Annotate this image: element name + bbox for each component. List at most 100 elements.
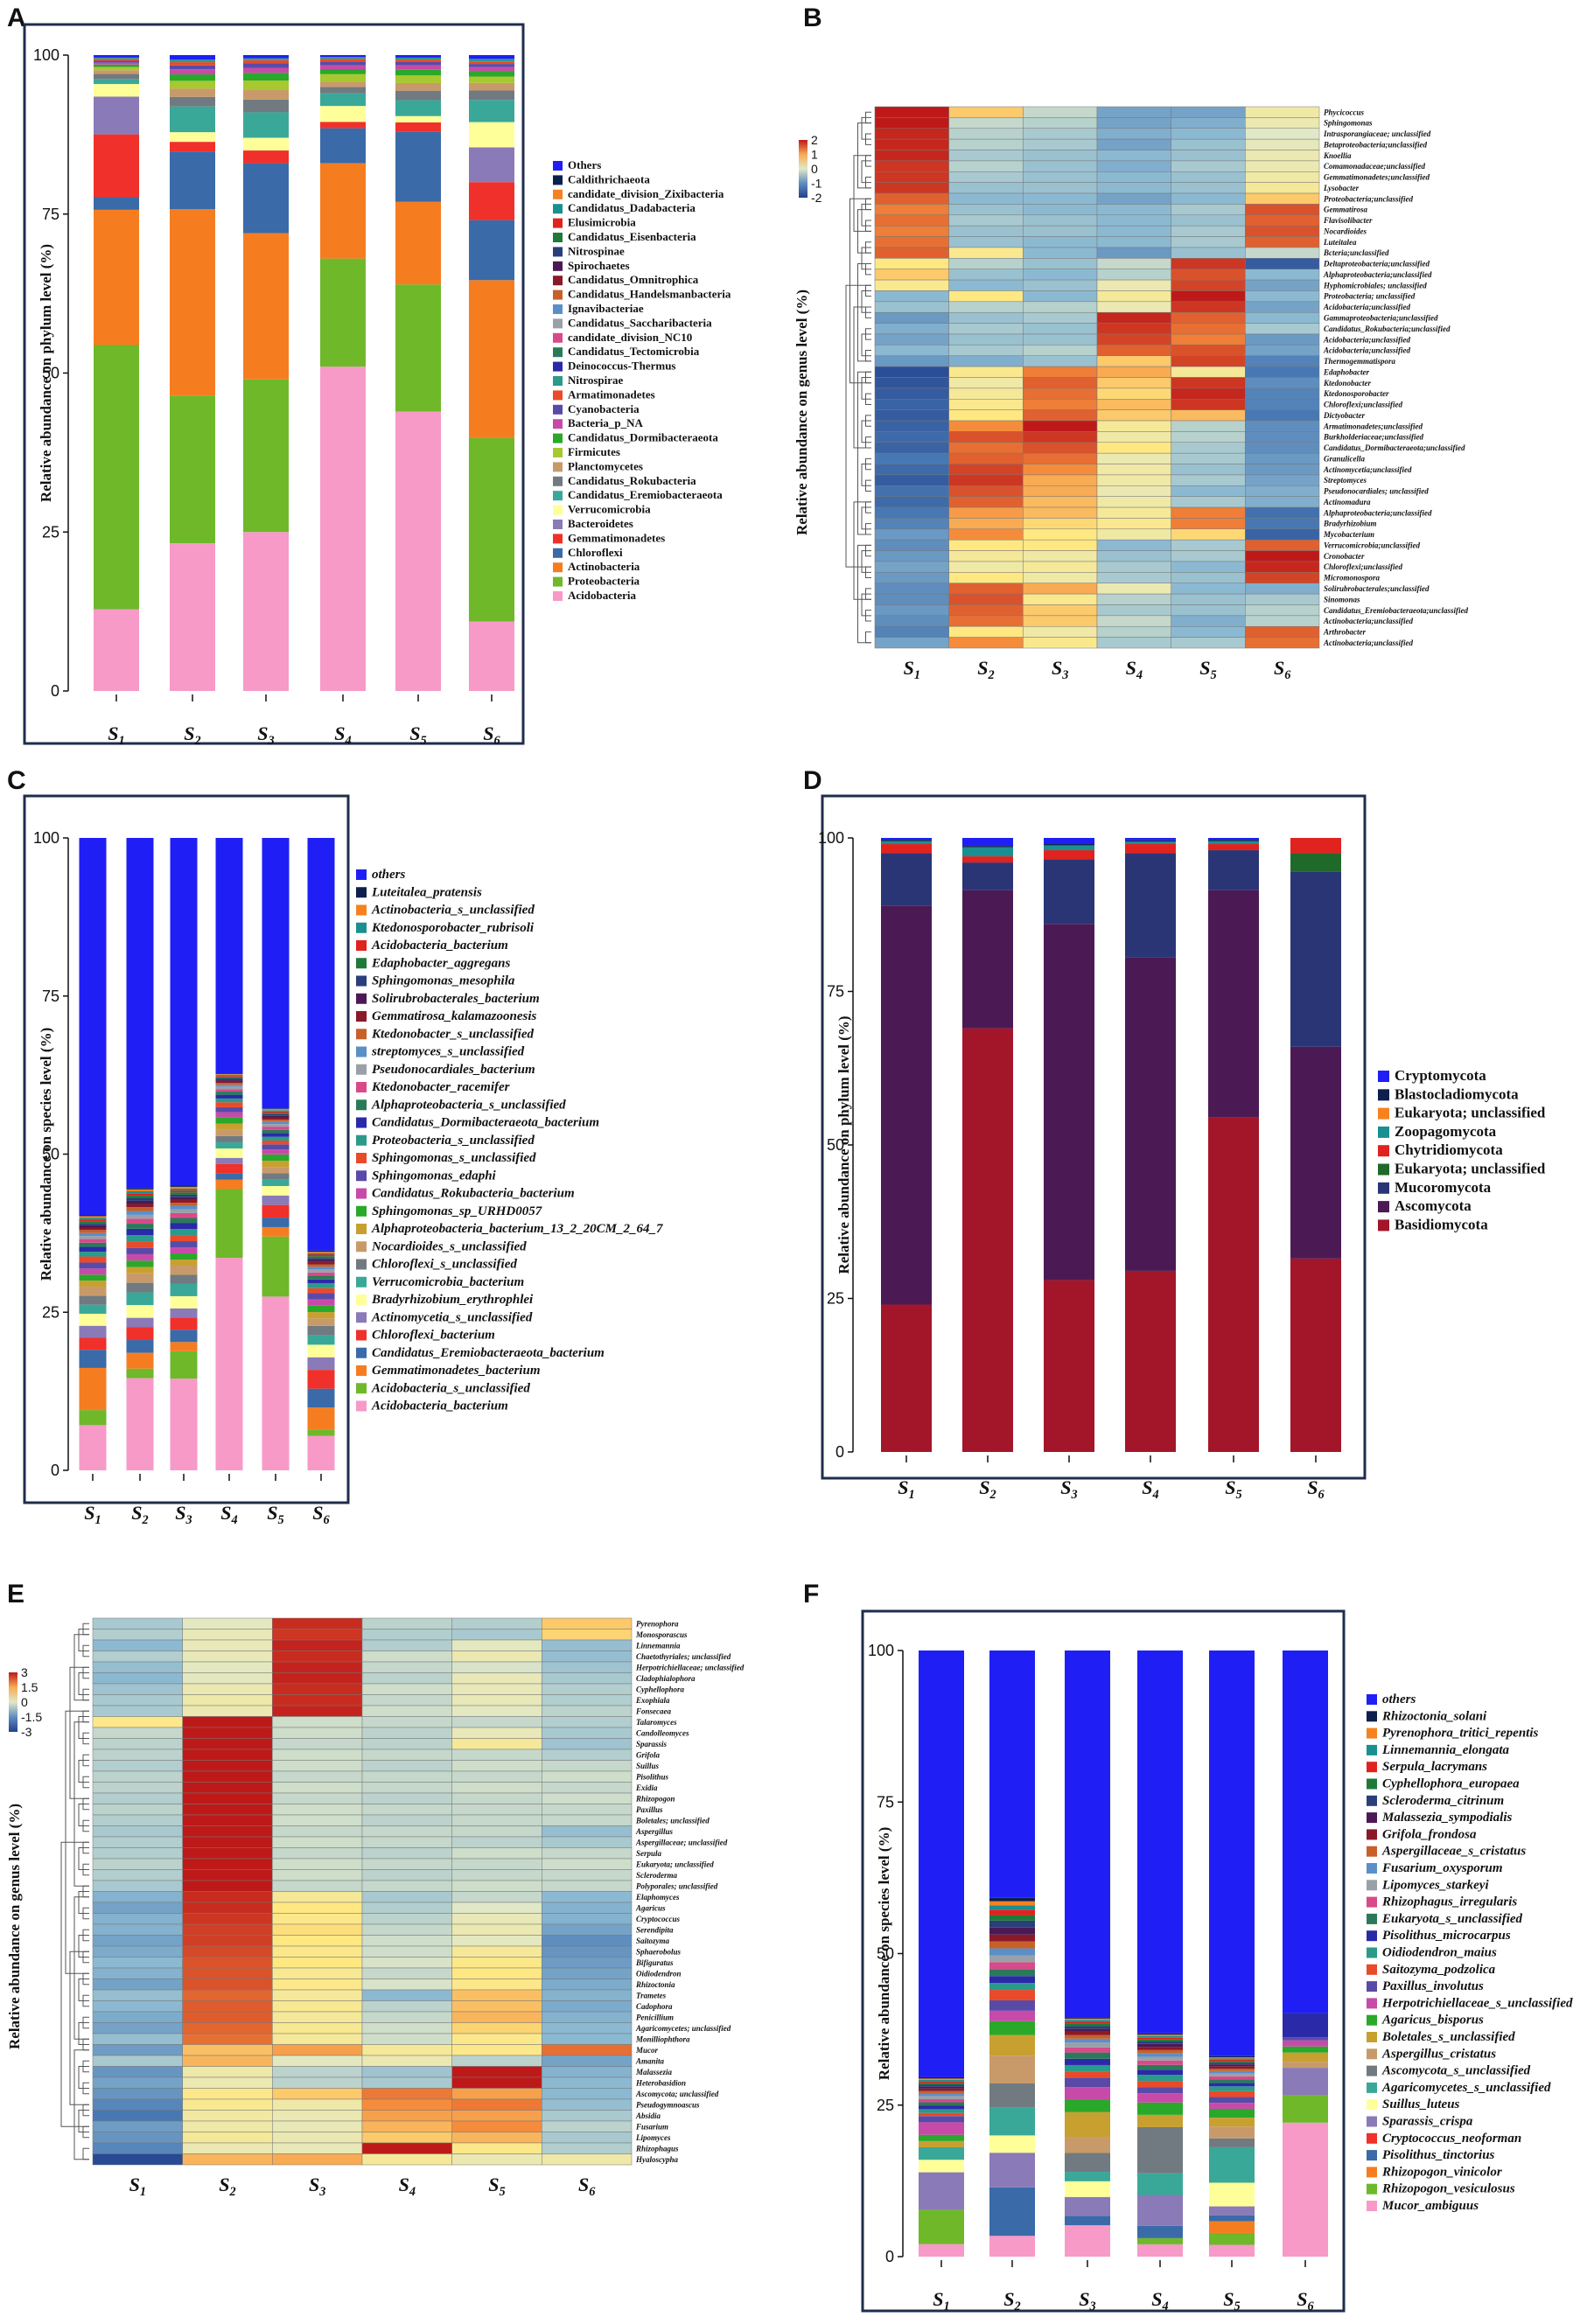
heat-cell-B bbox=[948, 420, 1024, 432]
heat-cell-E bbox=[361, 1804, 452, 1816]
row-label-E: Elaphomyces bbox=[635, 1893, 680, 1902]
y-axis-label-B: Relative abundance on genus level (%) bbox=[794, 290, 810, 535]
bar-segment-F bbox=[1065, 2021, 1110, 2024]
legend-label-A: Candidatus_Eremiobacteraeota bbox=[568, 488, 723, 501]
column-label-E: S3 bbox=[309, 2174, 325, 2199]
heat-cell-E bbox=[92, 2088, 183, 2100]
heat-cell-B bbox=[874, 160, 949, 172]
legend-swatch-C bbox=[356, 1400, 367, 1412]
bar-segment-C bbox=[215, 1080, 243, 1084]
heat-cell-B bbox=[1245, 171, 1320, 183]
bar-segment-A bbox=[320, 366, 366, 691]
row-label-B: Actinobacteria;unclassified bbox=[1323, 639, 1413, 647]
bar-segment-D bbox=[881, 841, 932, 845]
row-label-E: Penicillium bbox=[636, 2013, 674, 2021]
heat-cell-B bbox=[1096, 160, 1171, 172]
heat-cell-E bbox=[451, 1661, 542, 1673]
row-label-B: Nocardioides bbox=[1323, 227, 1367, 235]
heat-cell-B bbox=[1245, 236, 1320, 248]
heat-cell-B bbox=[948, 333, 1024, 345]
heat-cell-B bbox=[1023, 333, 1098, 345]
heat-cell-E bbox=[272, 1738, 363, 1750]
legend-swatch-C bbox=[356, 1134, 367, 1146]
y-tick-label-F: 25 bbox=[877, 2097, 894, 2114]
bar-segment-F bbox=[919, 2076, 964, 2079]
column-label-B: S2 bbox=[977, 657, 994, 682]
legend-label-D: Eukaryota; unclassified bbox=[1395, 1105, 1546, 1121]
legend-swatch-C bbox=[356, 1241, 367, 1253]
heat-cell-B bbox=[1245, 561, 1320, 573]
legend-swatch-A bbox=[553, 404, 563, 415]
heat-cell-E bbox=[451, 1891, 542, 1903]
dendrogram-branch-B bbox=[861, 247, 871, 270]
legend-label-F: Aspergillaceae_s_cristatus bbox=[1381, 1845, 1526, 1859]
bar-segment-C bbox=[307, 1267, 335, 1270]
heat-cell-E bbox=[92, 2000, 183, 2013]
heat-cell-E bbox=[272, 1847, 363, 1860]
heat-cell-B bbox=[1171, 192, 1246, 205]
heat-cell-B bbox=[1171, 550, 1246, 562]
legend-label-F: Sparassis_crispa bbox=[1382, 2115, 1473, 2129]
heat-cell-B bbox=[1096, 290, 1171, 303]
bar-segment-F bbox=[1283, 2013, 1328, 2038]
heat-cell-B bbox=[1023, 117, 1098, 129]
heat-cell-E bbox=[542, 1967, 633, 1979]
heat-cell-E bbox=[182, 2142, 273, 2154]
bar-segment-F bbox=[919, 2209, 964, 2244]
scale-tick-E: -3 bbox=[21, 1725, 32, 1739]
bar-segment-D bbox=[1208, 838, 1259, 841]
legend-label-C: Ktedonosporobacter_rubrisoli bbox=[371, 921, 535, 935]
heat-cell-E bbox=[92, 2142, 183, 2154]
dendrogram-branch-E bbox=[78, 2110, 89, 2132]
heat-cell-B bbox=[874, 171, 949, 183]
bar-segment-C bbox=[170, 1203, 198, 1206]
heat-cell-B bbox=[948, 182, 1024, 194]
bar-segment-C bbox=[307, 1435, 335, 1470]
bar-segment-F bbox=[1209, 2232, 1255, 2245]
x-tick-label-A: S5 bbox=[409, 722, 426, 748]
bar-segment-A bbox=[94, 79, 139, 85]
bar-segment-F bbox=[989, 1990, 1035, 2000]
bar-segment-A bbox=[469, 61, 514, 65]
y-tick-label-C: 75 bbox=[42, 988, 59, 1005]
bar-segment-C bbox=[170, 1188, 198, 1191]
bar-segment-C bbox=[215, 1086, 243, 1090]
heat-cell-E bbox=[361, 1661, 452, 1673]
heat-cell-E bbox=[451, 1804, 542, 1816]
legend-swatch-A bbox=[553, 462, 563, 472]
heat-cell-E bbox=[451, 2022, 542, 2034]
heat-cell-B bbox=[874, 615, 949, 627]
bar-segment-C bbox=[170, 1342, 198, 1351]
heat-cell-B bbox=[1096, 399, 1171, 410]
row-label-B: Hyphomicrobiales; unclassified bbox=[1323, 281, 1427, 290]
legend-label-A: Candidatus_Dadabacteria bbox=[568, 201, 696, 214]
heat-cell-B bbox=[1245, 290, 1320, 303]
bar-segment-F bbox=[989, 1897, 1035, 1902]
bar-segment-F bbox=[1137, 2195, 1183, 2226]
x-tick-label-F: S6 bbox=[1297, 2288, 1314, 2314]
heat-cell-E bbox=[272, 2044, 363, 2056]
heat-cell-B bbox=[874, 604, 949, 617]
bar-segment-F bbox=[1209, 2055, 1255, 2058]
bar-segment-A bbox=[170, 209, 215, 396]
bar-segment-A bbox=[94, 96, 139, 135]
bar-segment-D bbox=[1290, 1046, 1341, 1259]
row-label-E: Agaricomycetes; unclassified bbox=[635, 2024, 731, 2033]
y-tick-label-C: 50 bbox=[42, 1146, 59, 1163]
row-label-B: Cronobacter bbox=[1324, 552, 1365, 561]
legend-label-C: Sphingomonas_sp_URHD0057 bbox=[372, 1204, 542, 1218]
legend-label-C: Chloroflexi_s_unclassified bbox=[372, 1258, 517, 1272]
heat-cell-E bbox=[361, 1727, 452, 1739]
heat-cell-B bbox=[1245, 420, 1320, 432]
bar-segment-F bbox=[989, 1983, 1035, 1991]
bar-segment-C bbox=[262, 1115, 290, 1118]
heat-cell-E bbox=[361, 1748, 452, 1761]
bar-segment-F bbox=[989, 1909, 1035, 1916]
legend-label-F: Herpotrichiellaceae_s_unclassified bbox=[1381, 1996, 1573, 2010]
heat-cell-B bbox=[1096, 150, 1171, 162]
heat-cell-B bbox=[1245, 333, 1320, 345]
bar-segment-F bbox=[1209, 2244, 1255, 2257]
heat-cell-B bbox=[874, 496, 949, 508]
bar-segment-A bbox=[469, 66, 514, 72]
